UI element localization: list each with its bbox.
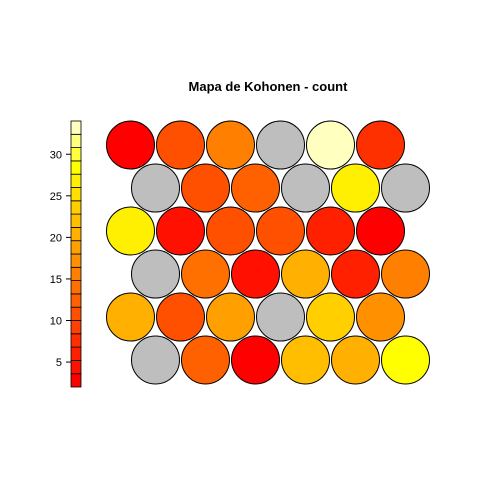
som-unit [331, 163, 380, 213]
som-unit [206, 292, 255, 342]
som-unit [356, 120, 405, 170]
colorbar: 5 10 15 20 25 30 [50, 120, 82, 388]
colorbar-segment [70, 187, 82, 202]
som-unit [181, 249, 230, 299]
colorbar-segment [70, 280, 82, 295]
som-unit [256, 206, 305, 256]
som-unit [381, 163, 430, 213]
colorbar-segment [70, 359, 82, 375]
colorbar-segment [70, 173, 82, 188]
som-cells [106, 120, 430, 385]
som-unit [131, 335, 180, 385]
som-unit [131, 249, 180, 299]
colorbar-segment [70, 320, 82, 335]
som-unit [281, 249, 330, 299]
som-unit [231, 335, 280, 385]
som-unit [156, 292, 205, 342]
som-unit [231, 163, 280, 213]
chart-title: Mapa de Kohonen - count [189, 79, 349, 94]
som-unit [156, 206, 205, 256]
colorbar-segment [70, 253, 82, 268]
colorbar-segment [70, 226, 82, 242]
som-unit [206, 206, 255, 256]
colorbar-tick-label: 10 [50, 316, 62, 328]
som-unit [106, 120, 155, 170]
colorbar-segment [70, 293, 82, 308]
som-unit [106, 206, 155, 256]
som-unit [356, 206, 405, 256]
som-unit [281, 335, 330, 385]
som-unit [306, 292, 355, 342]
som-unit [131, 163, 180, 213]
som-unit [156, 120, 205, 170]
colorbar-segment [70, 200, 82, 215]
colorbar-tick-label: 25 [50, 191, 62, 203]
som-unit [231, 249, 280, 299]
colorbar-tick-label: 20 [50, 232, 62, 244]
colorbar-segment [70, 373, 82, 388]
som-unit [181, 163, 230, 213]
colorbar-segment [70, 333, 82, 348]
colorbar-segment [70, 240, 82, 255]
colorbar-segment [70, 120, 82, 135]
som-unit [381, 249, 430, 299]
som-unit [181, 335, 230, 385]
colorbar-segment [70, 160, 82, 175]
colorbar-tick-label: 5 [56, 357, 62, 369]
som-unit [306, 206, 355, 256]
som-unit [281, 163, 330, 213]
som-unit [331, 249, 380, 299]
som-unit [331, 335, 380, 385]
colorbar-tick-label: 15 [50, 274, 62, 286]
som-unit [306, 120, 355, 170]
colorbar-segment [70, 213, 82, 228]
colorbar-segment [70, 266, 82, 281]
colorbar-segment [70, 346, 82, 361]
som-unit [206, 120, 255, 170]
som-unit [356, 292, 405, 342]
colorbar-segment [70, 133, 82, 149]
som-unit [106, 292, 155, 342]
som-unit [256, 292, 305, 342]
colorbar-segment [70, 306, 82, 321]
colorbar-tick-label: 30 [50, 149, 62, 161]
colorbar-segment [70, 147, 82, 162]
som-unit [381, 335, 430, 385]
som-unit [256, 120, 305, 170]
